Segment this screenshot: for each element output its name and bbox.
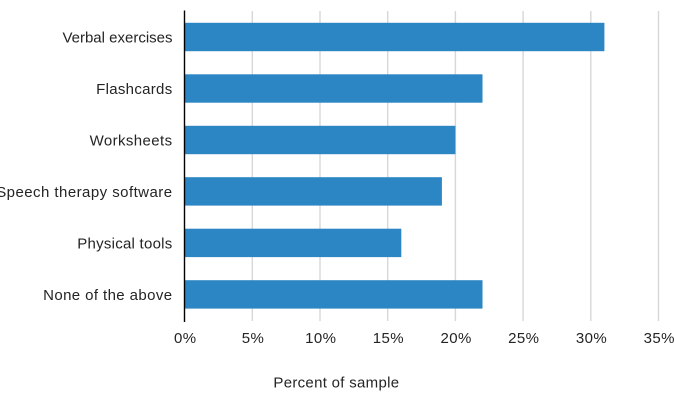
svg-text:35%: 35% bbox=[644, 330, 675, 347]
svg-text:None of the above: None of the above bbox=[43, 287, 172, 304]
svg-text:Percent of sample: Percent of sample bbox=[273, 374, 399, 391]
svg-text:15%: 15% bbox=[373, 330, 404, 347]
svg-text:Speech therapy software: Speech therapy software bbox=[0, 184, 173, 201]
svg-text:Worksheets: Worksheets bbox=[90, 133, 173, 150]
svg-text:0%: 0% bbox=[174, 330, 196, 347]
svg-text:10%: 10% bbox=[305, 330, 336, 347]
svg-text:25%: 25% bbox=[508, 330, 539, 347]
svg-text:5%: 5% bbox=[242, 330, 264, 347]
svg-text:20%: 20% bbox=[440, 330, 471, 347]
svg-text:30%: 30% bbox=[576, 330, 607, 347]
svg-text:Physical tools: Physical tools bbox=[77, 236, 172, 253]
svg-text:Flashcards: Flashcards bbox=[96, 81, 172, 98]
svg-text:Verbal exercises: Verbal exercises bbox=[62, 30, 172, 47]
